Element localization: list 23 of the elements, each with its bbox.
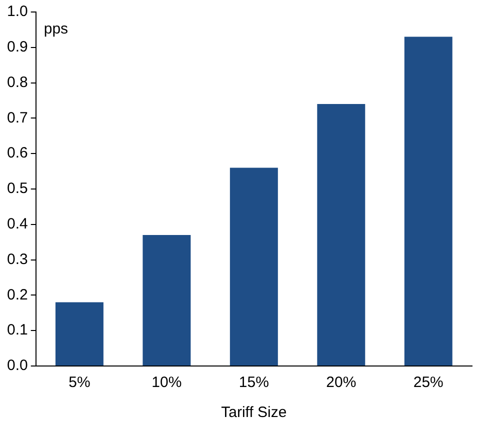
y-tick-label: 0.2 bbox=[6, 286, 28, 304]
y-tick-label: 0.6 bbox=[6, 144, 28, 162]
y-tick-label: 0.5 bbox=[6, 180, 28, 198]
bar bbox=[230, 168, 278, 366]
y-tick-label: 1.0 bbox=[6, 3, 28, 20]
x-tick-label: 25% bbox=[413, 374, 444, 392]
bar bbox=[142, 235, 191, 366]
bar bbox=[317, 104, 366, 366]
x-tick-label: 15% bbox=[238, 374, 269, 392]
y-tick-label: 0.7 bbox=[6, 109, 28, 126]
y-tick-label: 0.4 bbox=[6, 216, 28, 233]
y-tick-label: 0.9 bbox=[6, 38, 28, 56]
x-tick-label: 20% bbox=[326, 374, 356, 392]
y-tick-label: 0.1 bbox=[6, 322, 28, 339]
x-tick-label: 5% bbox=[68, 374, 90, 392]
y-tick-label: 0.0 bbox=[6, 357, 28, 374]
bar bbox=[404, 36, 452, 366]
x-tick-label: 10% bbox=[152, 374, 182, 392]
y-tick-label: 0.8 bbox=[6, 74, 28, 91]
x-axis-title: Tariff Size bbox=[221, 404, 287, 422]
bar bbox=[55, 302, 104, 366]
y-tick-label: 0.3 bbox=[6, 250, 28, 268]
y-axis-title: pps bbox=[44, 20, 68, 38]
